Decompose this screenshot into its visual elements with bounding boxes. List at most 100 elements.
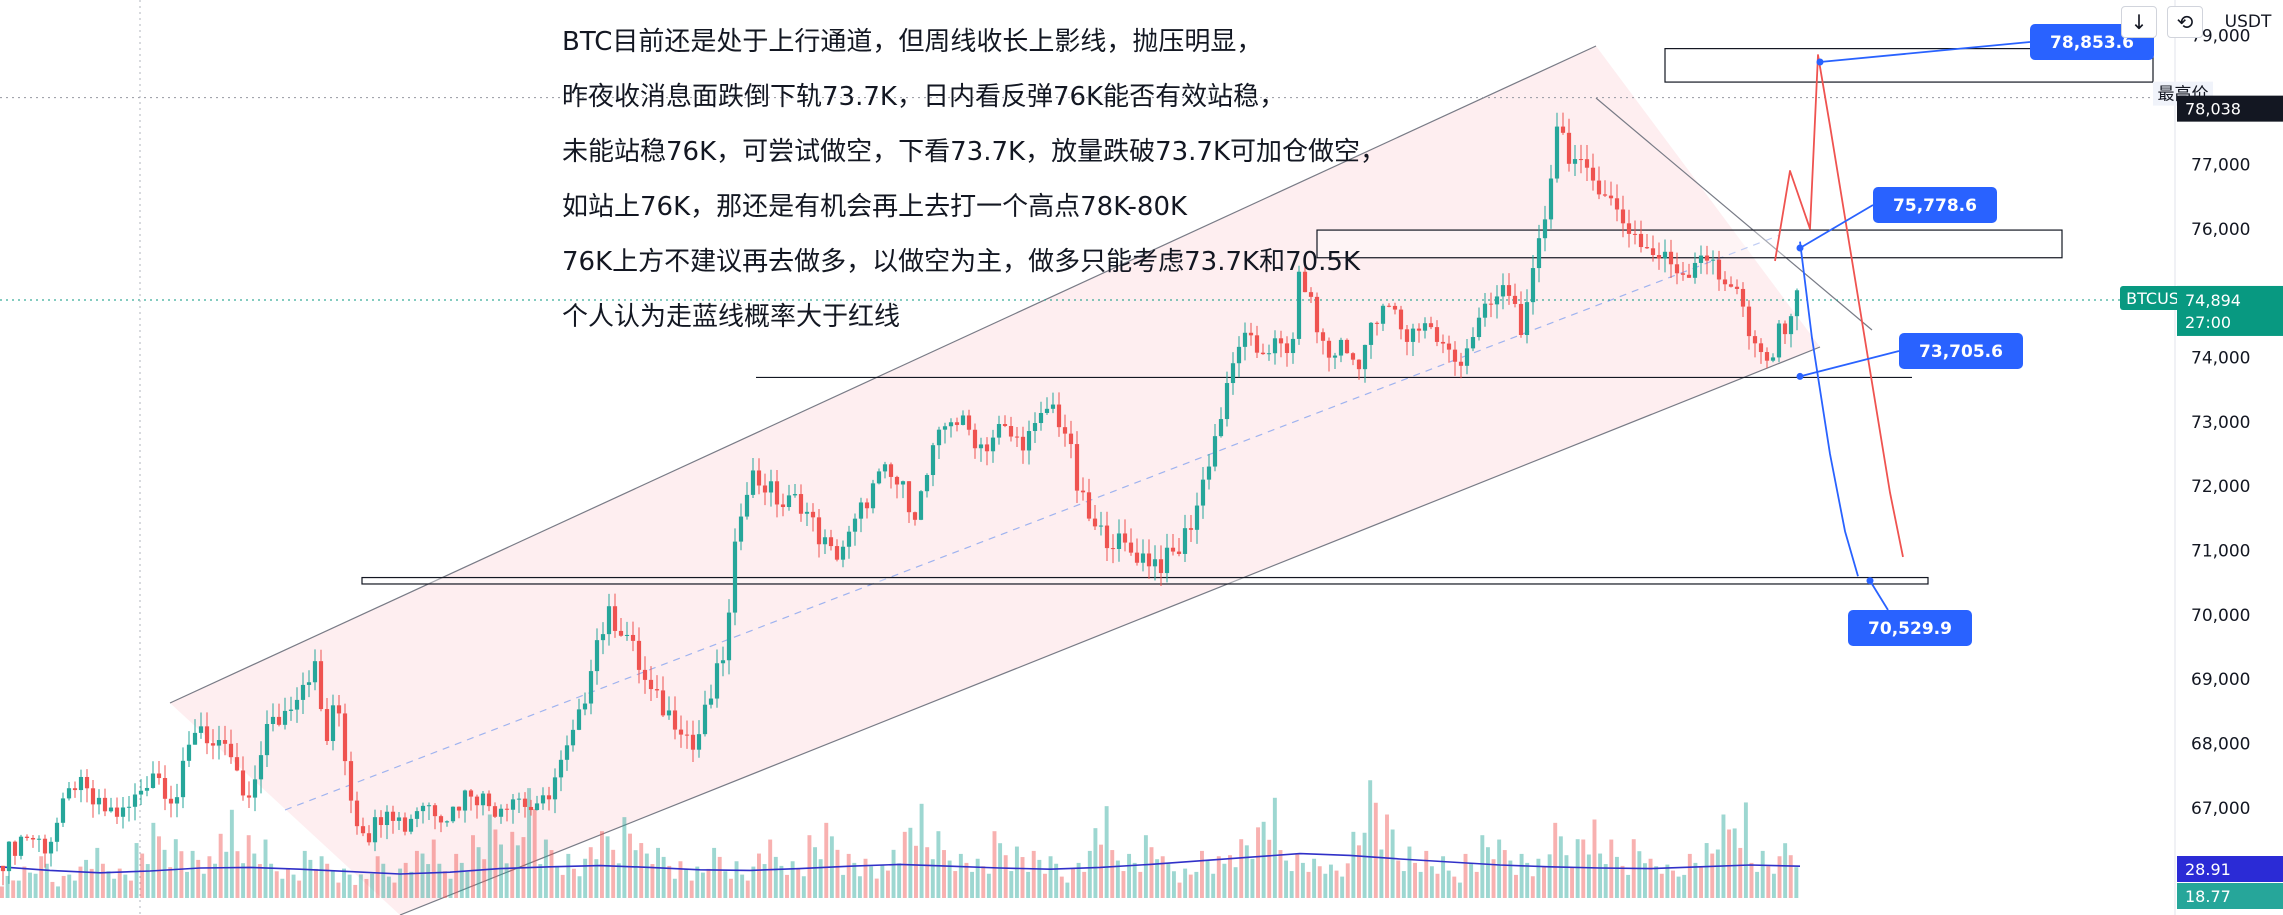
reset-chart-button[interactable]: ⟲ [2167,6,2203,38]
candle-body [1050,404,1056,409]
candle-body [1014,436,1020,438]
candle-body [462,790,468,811]
candle-body [1788,316,1794,335]
volume-bar [605,836,610,898]
analysis-notes: BTC目前还是处于上行通道，但周线收长上影线，抛压明显， 昨夜收消息面跌倒下轨7… [562,22,1462,352]
volume-bar [151,822,156,898]
volume-bar [757,853,761,898]
volume-bar [1211,873,1216,898]
candle-body [1470,337,1476,349]
candle-body [1722,279,1728,285]
volume-bar [39,856,44,898]
volume-bar [818,859,823,898]
candle-body [1092,518,1098,527]
candle-body [1008,426,1014,437]
volume-bar [218,833,223,898]
volume-bar [190,850,195,898]
candle-body [996,424,1002,438]
note-line-4: 如站上76K，那还是有机会再上去打一个高点78K-80K [562,192,1188,222]
volume-bar [1239,839,1244,898]
volume-bar [448,878,453,898]
volume-bar [1295,853,1300,898]
candle-body [96,797,102,805]
candle-body [690,734,696,750]
candle-body [1398,309,1404,330]
volume-bar [1452,876,1457,898]
volume-bar [1699,867,1703,898]
candle-body [534,803,540,811]
volume-bar [942,850,946,898]
volume-bar [1160,856,1165,898]
volume-bar [874,878,879,898]
volume-bar [493,829,498,898]
candle-body [750,470,756,495]
candle-body [738,516,744,542]
volume-ma-tag [2177,856,2283,882]
candle-body [528,806,534,811]
volume-bar [465,871,470,898]
candle-body [1434,327,1440,342]
volume-bar [414,850,419,898]
volume-bar [745,880,750,898]
volume-bar [768,839,773,898]
candle-body [288,709,294,711]
candle-body [312,661,318,683]
candle-body [1644,247,1650,249]
candle-body [1224,383,1230,420]
candle-body [384,811,390,826]
callout-anchor [1866,577,1874,585]
candle-body [1134,552,1140,563]
volume-bar [1783,843,1788,898]
volume-bar [1171,871,1176,898]
volume-bar [1121,871,1126,898]
volume-bar [947,860,952,898]
volume-bar [813,847,818,898]
volume-bar [1250,858,1255,898]
candle-body [18,836,24,856]
volume-bar [1155,859,1160,898]
volume-bar [1530,876,1535,898]
volume-bar [1715,849,1720,898]
note-line-2: 昨夜收消息面跌倒下轨73.7K，日内看反弹76K能否有效站稳， [562,82,1286,112]
volume-bar [302,850,307,898]
volume-bar [1059,876,1064,898]
volume-bar [1687,853,1692,898]
volume-bar [386,876,391,898]
high-price-tag [2177,95,2283,122]
volume-bar [656,847,660,898]
volume-bar [1446,870,1451,898]
candle-body [174,797,180,804]
volume-bar [740,874,745,898]
candle-body [846,531,852,547]
candle-body [1260,352,1266,355]
volume-bar [622,817,627,898]
candle-body [1302,271,1308,293]
candle-body [1578,159,1584,161]
scroll-to-latest-button[interactable]: ↓ [2121,6,2157,38]
candle-body [366,833,372,843]
candle-body [756,470,762,486]
volume-bar [734,861,739,898]
candle-body [24,836,30,838]
candle-body [78,776,84,791]
volume-bar [1676,876,1681,898]
candle-body [270,716,276,725]
volume-bar [1205,859,1210,898]
volume-bar [1048,856,1053,898]
candle-body [852,518,858,532]
volume-bar [852,862,857,898]
volume-bar [168,867,173,898]
currency-unit[interactable]: USDT [2224,12,2272,32]
candle-body [870,483,876,509]
candle-body [486,793,492,807]
candle-body [1548,178,1554,220]
volume-bar [1575,839,1580,898]
volume-bar [555,865,560,898]
volume-bar [1104,806,1109,898]
candle-body [216,740,222,746]
volume-ma-value: 28.91 [2185,860,2231,879]
volume-bar [5,875,10,898]
candle-body [990,437,996,452]
